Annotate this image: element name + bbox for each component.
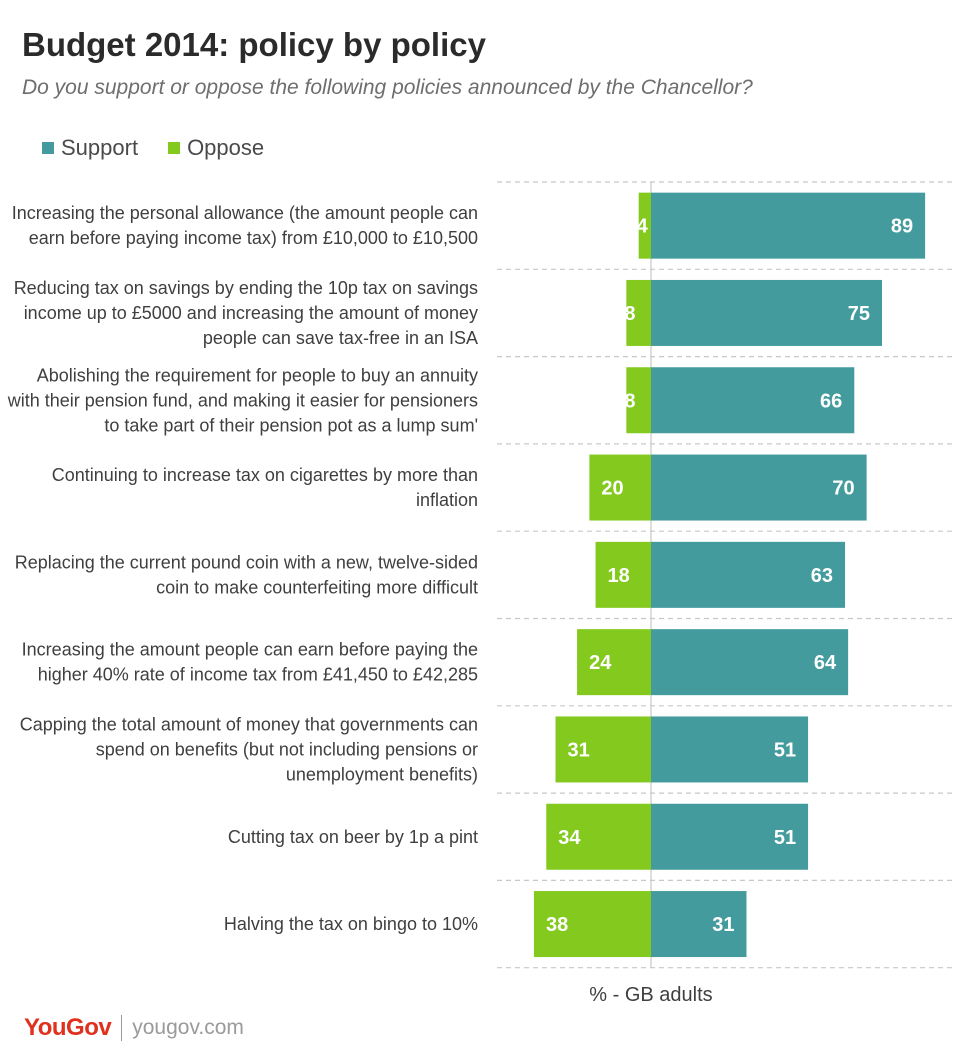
category-label: Increasing the personal allowance (the a…: [12, 203, 478, 248]
oppose-bar: [595, 541, 651, 608]
category-label-line: unemployment benefits): [286, 764, 478, 784]
support-value-label: 66: [820, 390, 842, 412]
oppose-value-label: 8: [624, 303, 635, 325]
category-label: Capping the total amount of money that g…: [20, 714, 478, 784]
support-bar: [651, 192, 926, 259]
category-label-line: income up to £5000 and increasing the am…: [24, 303, 478, 323]
yougov-logo: YouGov: [24, 1014, 112, 1041]
oppose-value-label: 31: [568, 739, 590, 761]
support-value-label: 89: [891, 216, 913, 238]
category-label-line: spend on benefits (but not including pen…: [96, 739, 478, 759]
oppose-bar: [577, 629, 651, 696]
category-label-line: Capping the total amount of money that g…: [20, 714, 478, 734]
category-label: Cutting tax on beer by 1p a pint: [228, 827, 478, 847]
legend-label-oppose: Oppose: [187, 135, 265, 160]
chart-title: Budget 2014: policy by policy: [22, 26, 486, 63]
category-label-line: inflation: [416, 490, 478, 510]
category-label-line: to take part of their pension pot as a l…: [104, 415, 478, 435]
oppose-value-label: 8: [624, 390, 635, 412]
category-label-line: Cutting tax on beer by 1p a pint: [228, 827, 478, 847]
category-label: Continuing to increase tax on cigarettes…: [52, 465, 478, 510]
oppose-value-label: 4: [637, 216, 649, 238]
support-value-label: 70: [832, 478, 854, 500]
category-label-line: Replacing the current pound coin with a …: [15, 552, 478, 572]
support-value-label: 51: [774, 739, 796, 761]
footer: YouGov yougov.com: [24, 1014, 244, 1042]
legend-swatch-support: [42, 142, 54, 154]
support-value-label: 51: [774, 827, 796, 849]
support-bar: [651, 891, 747, 958]
support-value-label: 31: [712, 914, 734, 936]
oppose-bar: [555, 716, 651, 783]
oppose-bar: [589, 454, 651, 521]
support-bar: [651, 803, 809, 870]
category-label-line: Abolishing the requirement for people to…: [37, 365, 478, 385]
category-label-line: higher 40% rate of income tax from £41,4…: [38, 665, 478, 685]
oppose-value-label: 24: [589, 652, 612, 674]
oppose-bar: [546, 803, 651, 870]
oppose-value-label: 18: [608, 565, 630, 587]
oppose-value-label: 38: [546, 914, 568, 936]
oppose-bar: [638, 192, 651, 259]
legend-item-support: Support: [42, 135, 138, 161]
support-bar: [651, 279, 882, 346]
footer-divider: [121, 1015, 123, 1041]
category-label-line: Increasing the personal allowance (the a…: [12, 203, 478, 223]
category-label-line: coin to make counterfeiting more difficu…: [156, 577, 478, 597]
support-value-label: 64: [814, 652, 837, 674]
category-label-line: earn before paying income tax) from £10,…: [29, 228, 478, 248]
category-label: Reducing tax on savings by ending the 10…: [14, 278, 478, 348]
footer-url: yougov.com: [132, 1016, 244, 1039]
oppose-value-label: 20: [601, 478, 623, 500]
category-label: Abolishing the requirement for people to…: [7, 365, 478, 435]
support-bar: [651, 629, 849, 696]
support-bar: [651, 367, 855, 434]
category-label: Halving the tax on bingo to 10%: [224, 914, 478, 934]
category-label: Replacing the current pound coin with a …: [15, 552, 478, 597]
category-label-line: Reducing tax on savings by ending the 10…: [14, 278, 478, 298]
legend-swatch-oppose: [168, 142, 181, 154]
oppose-bar: [533, 891, 651, 958]
legend: Support Oppose: [42, 135, 294, 161]
support-value-label: 75: [848, 303, 870, 325]
category-label: Increasing the amount people can earn be…: [22, 640, 478, 685]
legend-item-oppose: Oppose: [168, 135, 264, 161]
oppose-bar: [626, 279, 651, 346]
support-bar: [651, 716, 809, 783]
category-label-line: Halving the tax on bingo to 10%: [224, 914, 478, 934]
legend-label-support: Support: [61, 135, 139, 160]
category-label-line: Continuing to increase tax on cigarettes…: [52, 465, 478, 485]
oppose-value-label: 34: [558, 827, 581, 849]
x-axis-label: % - GB adults: [589, 984, 712, 1006]
category-label-line: with their pension fund, and making it e…: [7, 390, 478, 410]
support-value-label: 63: [811, 565, 833, 587]
support-bar: [651, 454, 867, 521]
oppose-bar: [626, 367, 651, 434]
category-label-line: Increasing the amount people can earn be…: [22, 640, 478, 660]
category-label-line: people can save tax-free in an ISA: [203, 328, 478, 348]
support-bar: [651, 541, 846, 608]
chart-subtitle: Do you support or oppose the following p…: [22, 76, 753, 99]
